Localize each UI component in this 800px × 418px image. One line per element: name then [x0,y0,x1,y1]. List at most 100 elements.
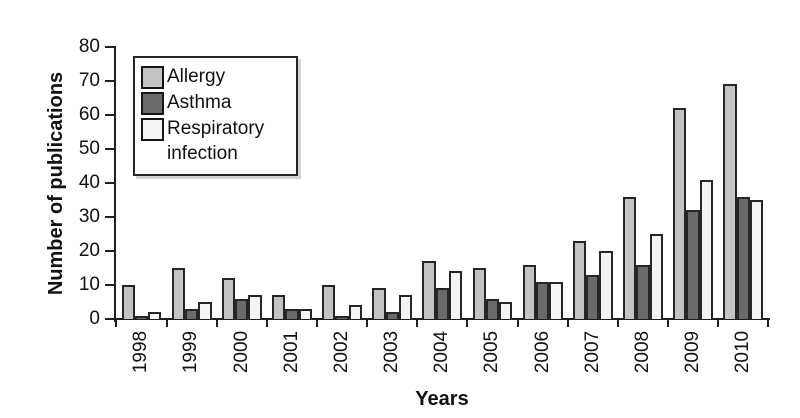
bar-asthma-1999 [184,308,199,319]
x-tick-mark [366,320,369,327]
x-category-label-2004: 2004 [431,323,453,381]
legend: Allergy Asthma Respiratory infection [133,56,298,176]
x-category-label-2000: 2000 [231,323,253,381]
legend-swatch-asthma [141,92,164,115]
y-tick-mark [105,250,115,252]
x-tick-mark [215,320,218,327]
legend-item-asthma: Asthma [141,90,292,115]
x-category-label-2002: 2002 [331,323,353,381]
x-tick-mark [416,320,419,327]
y-tick-label: 60 [78,104,100,125]
x-category-label-text: 2006 [531,330,553,374]
legend-label: Asthma [167,92,232,113]
x-category-label-text: 1998 [130,330,152,374]
y-tick-label: 0 [89,308,100,329]
bar-respiratory-infection-2009 [699,179,714,319]
bar-asthma-2005 [485,298,500,319]
y-tick-mark [105,46,115,48]
bar-allergy-2008 [622,196,637,319]
x-axis-title: Years [116,388,768,411]
bar-allergy-2004 [422,261,436,319]
bar-asthma-2000 [235,298,249,319]
x-tick-mark [767,320,770,327]
legend-label: Respiratory infection [167,118,265,164]
y-tick-label: 50 [78,138,100,159]
x-category-label-text: 2000 [230,330,252,374]
bar-respiratory-infection-2000 [248,295,262,319]
x-axis-line [114,318,770,320]
legend-label: Allergy [167,66,226,87]
x-category-label-text: 2009 [682,330,704,374]
bar-respiratory-infection-2004 [449,271,463,319]
bar-respiratory-infection-2010 [749,200,764,319]
x-tick-mark [115,320,118,327]
legend-item-respiratory-infection: Respiratory infection [141,116,292,166]
x-tick-mark [667,320,669,327]
bar-respiratory-infection-2005 [499,302,513,319]
bar-allergy-1999 [171,268,185,319]
bar-asthma-2007 [586,274,600,319]
bar-allergy-1998 [121,285,135,319]
y-tick-label: 30 [78,206,100,227]
x-category-label-text: 2002 [331,330,353,374]
bar-asthma-2008 [636,264,650,319]
bar-allergy-2001 [271,295,286,319]
bar-allergy-2006 [522,264,536,319]
bar-asthma-2001 [285,308,299,319]
bar-respiratory-infection-2001 [298,308,312,319]
x-tick-mark [165,320,168,327]
x-category-label-text: 2004 [431,330,453,374]
bar-allergy-2009 [673,108,687,319]
legend-swatch-allergy [141,66,164,89]
bar-allergy-2010 [723,84,737,319]
bar-allergy-2003 [372,288,386,319]
y-tick-mark [105,148,115,150]
y-tick-mark [105,114,115,116]
bar-asthma-1998 [134,315,149,319]
x-tick-mark [717,320,720,327]
bar-respiratory-infection-2003 [398,295,413,319]
x-tick-mark [466,320,469,327]
x-tick-mark [616,320,619,327]
x-category-label-2001: 2001 [281,323,303,381]
x-category-label-2006: 2006 [532,323,554,381]
x-category-label-text: 2010 [732,330,754,374]
x-category-label-text: 2007 [581,330,603,374]
bar-respiratory-infection-2006 [549,281,563,319]
x-category-label-2010: 2010 [732,323,754,381]
bar-allergy-2002 [322,285,336,319]
bar-asthma-2003 [385,312,399,319]
bar-respiratory-infection-2007 [599,251,613,319]
y-tick-mark [105,318,115,320]
x-category-label-text: 2001 [280,330,302,374]
x-category-label-1999: 1999 [181,323,203,381]
x-category-label-2008: 2008 [632,323,654,381]
x-category-label-2005: 2005 [481,323,503,381]
x-tick-mark [516,320,519,327]
x-tick-mark [265,320,268,327]
bar-asthma-2010 [736,196,750,319]
y-tick-mark [105,216,115,218]
x-category-label-2009: 2009 [682,323,704,381]
x-category-label-1998: 1998 [130,323,152,381]
y-tick-mark [105,182,115,184]
y-axis-line [114,46,116,322]
y-tick-mark [105,80,115,82]
y-tick-label: 40 [78,172,100,193]
bar-respiratory-infection-1998 [148,312,162,319]
bar-respiratory-infection-2008 [649,234,663,319]
bar-allergy-2007 [572,240,587,319]
x-category-label-2003: 2003 [381,323,403,381]
x-category-label-text: 2005 [481,330,503,374]
y-tick-label: 80 [78,36,100,57]
bar-allergy-2000 [221,278,236,319]
x-category-label-text: 1999 [180,330,202,374]
bar-asthma-2006 [535,281,550,319]
bar-respiratory-infection-2002 [348,305,362,319]
x-tick-mark [566,320,569,327]
bar-respiratory-infection-1999 [198,302,212,319]
bar-allergy-2005 [472,268,486,319]
x-axis-title-text: Years [415,388,469,410]
y-tick-label: 10 [78,274,100,295]
bar-asthma-2004 [435,288,449,319]
